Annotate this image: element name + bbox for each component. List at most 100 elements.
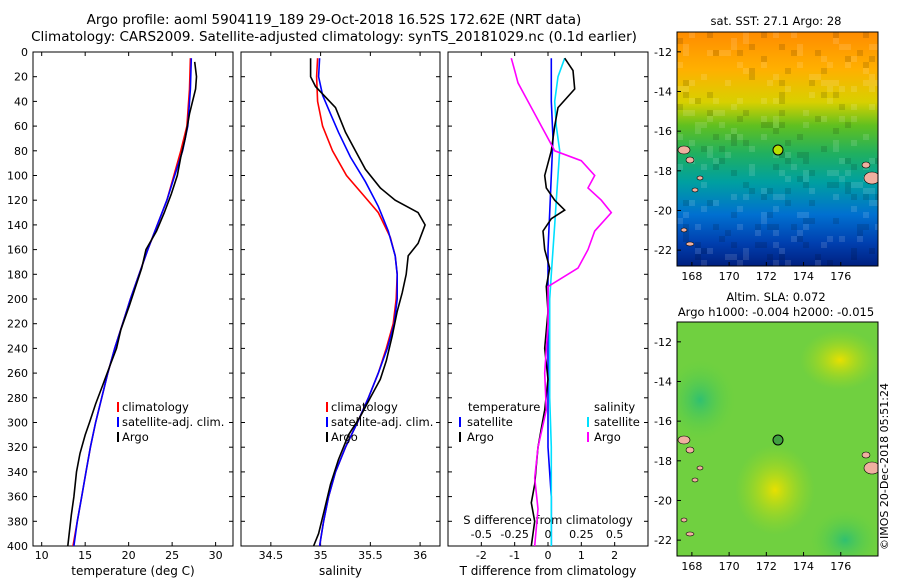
sst-pixel bbox=[809, 74, 815, 80]
sst-pixel bbox=[833, 170, 839, 176]
sst-pixel bbox=[749, 170, 755, 176]
x-tick-label: 1 bbox=[578, 549, 585, 562]
sst-pixel bbox=[839, 44, 845, 50]
sst-pixel bbox=[707, 248, 713, 254]
map-x-tick-label: 170 bbox=[719, 270, 740, 283]
sst-pixel bbox=[701, 206, 707, 212]
island bbox=[696, 175, 704, 181]
sst-pixel bbox=[737, 50, 743, 56]
map-y-tick-label: -12 bbox=[654, 46, 672, 59]
sst-pixel bbox=[761, 122, 767, 128]
sst-pixel bbox=[725, 254, 731, 260]
y-tick-label: 260 bbox=[7, 367, 28, 380]
sst-pixel bbox=[743, 194, 749, 200]
y-tick-label: 340 bbox=[7, 466, 28, 479]
sst-pixel bbox=[719, 122, 725, 128]
sst-pixel bbox=[857, 224, 863, 230]
sst-pixel bbox=[851, 248, 857, 254]
map-y-tick-label: -18 bbox=[654, 165, 672, 178]
sla-high bbox=[735, 445, 815, 535]
sst-pixel bbox=[683, 212, 689, 218]
sst-pixel bbox=[839, 236, 845, 242]
x-tick-label: 2 bbox=[611, 549, 618, 562]
x2-tick-label: -0.5 bbox=[471, 528, 492, 541]
series-line bbox=[67, 61, 198, 547]
sst-pixel bbox=[845, 62, 851, 68]
x2-tick-label: 0.5 bbox=[606, 528, 624, 541]
sst-pixel bbox=[713, 200, 719, 206]
island bbox=[677, 435, 691, 445]
series-line bbox=[548, 57, 566, 546]
map-x-tick-label: 168 bbox=[681, 270, 702, 283]
x-tick-label: -2 bbox=[476, 549, 487, 562]
sst-pixel bbox=[779, 110, 785, 116]
y-tick-label: 240 bbox=[7, 342, 28, 355]
sst-pixel bbox=[821, 242, 827, 248]
sst-pixel bbox=[713, 134, 719, 140]
sst-pixel bbox=[755, 242, 761, 248]
sst-pixel bbox=[677, 62, 683, 68]
sst-pixel bbox=[761, 32, 767, 38]
sst-pixel bbox=[833, 146, 839, 152]
sst-pixel bbox=[785, 200, 791, 206]
sst-pixel bbox=[749, 188, 755, 194]
sst-pixel bbox=[761, 98, 767, 104]
sst-pixel bbox=[773, 206, 779, 212]
sst-pixel bbox=[845, 170, 851, 176]
x-tick-label: 25 bbox=[165, 549, 179, 562]
sst-pixel bbox=[761, 242, 767, 248]
sst-pixel bbox=[677, 38, 683, 44]
sst-pixel bbox=[869, 104, 875, 110]
sst-pixel bbox=[851, 206, 857, 212]
sst-pixel bbox=[863, 134, 869, 140]
y-tick-label: 60 bbox=[14, 120, 28, 133]
sst-pixel bbox=[875, 224, 878, 230]
sst-pixel bbox=[785, 68, 791, 74]
chart-panel-0: 0 20 40 60 80 100 120 140 160 180 200 220 240 260 280 3… bbox=[7, 46, 234, 562]
sst-pixel bbox=[809, 188, 815, 194]
sst-pixel bbox=[809, 218, 815, 224]
sst-pixel bbox=[815, 116, 821, 122]
sst-pixel bbox=[701, 74, 707, 80]
sst-pixel bbox=[869, 56, 875, 62]
series-line bbox=[309, 58, 426, 547]
y-tick-label: 400 bbox=[7, 540, 28, 553]
legend-label: satellite bbox=[594, 415, 640, 429]
sdiff-xlabel: S difference from climatology bbox=[463, 513, 633, 527]
sst-pixel bbox=[773, 230, 779, 236]
sst-pixel bbox=[821, 116, 827, 122]
sst-pixel bbox=[719, 146, 725, 152]
y-tick-label: 0 bbox=[21, 46, 28, 59]
sst-pixel bbox=[821, 68, 827, 74]
sst-pixel bbox=[797, 62, 803, 68]
map-y-tick-label: -20 bbox=[654, 204, 672, 217]
sst-pixel bbox=[689, 110, 695, 116]
sst-pixel bbox=[785, 188, 791, 194]
sst-pixel bbox=[695, 242, 701, 248]
x-tick-label: 15 bbox=[78, 549, 92, 562]
sst-pixel bbox=[863, 212, 869, 218]
sst-pixel bbox=[833, 92, 839, 98]
sst-pixel bbox=[731, 254, 737, 260]
x2-tick-label: 0 bbox=[545, 528, 552, 541]
sst-pixel bbox=[803, 110, 809, 116]
sst-pixel bbox=[677, 104, 683, 110]
sst-pixel bbox=[785, 158, 791, 164]
sst-pixel bbox=[683, 236, 689, 242]
x-tick-label: 30 bbox=[209, 549, 223, 562]
sst-pixel bbox=[743, 110, 749, 116]
sst-pixel bbox=[821, 92, 827, 98]
sst-pixel bbox=[857, 230, 863, 236]
sst-pixel bbox=[701, 248, 707, 254]
sst-pixel bbox=[707, 110, 713, 116]
map-frame bbox=[676, 31, 879, 267]
sst-pixel bbox=[851, 194, 857, 200]
sst-pixel bbox=[845, 188, 851, 194]
x-tick-label: -1 bbox=[509, 549, 520, 562]
sst-pixel bbox=[683, 200, 689, 206]
sst-pixel bbox=[743, 32, 749, 38]
sst-pixel bbox=[845, 44, 851, 50]
sst-pixel bbox=[797, 236, 803, 242]
sst-pixel bbox=[785, 176, 791, 182]
sst-pixel bbox=[791, 32, 797, 38]
